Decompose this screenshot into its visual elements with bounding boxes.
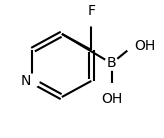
Text: F: F bbox=[87, 4, 95, 18]
Text: OH: OH bbox=[134, 39, 156, 53]
Circle shape bbox=[26, 74, 39, 88]
Text: B: B bbox=[107, 56, 116, 70]
Circle shape bbox=[85, 12, 98, 26]
Circle shape bbox=[105, 84, 118, 97]
Text: N: N bbox=[21, 74, 31, 88]
Circle shape bbox=[105, 57, 118, 70]
Text: OH: OH bbox=[101, 92, 122, 106]
Circle shape bbox=[126, 39, 140, 53]
